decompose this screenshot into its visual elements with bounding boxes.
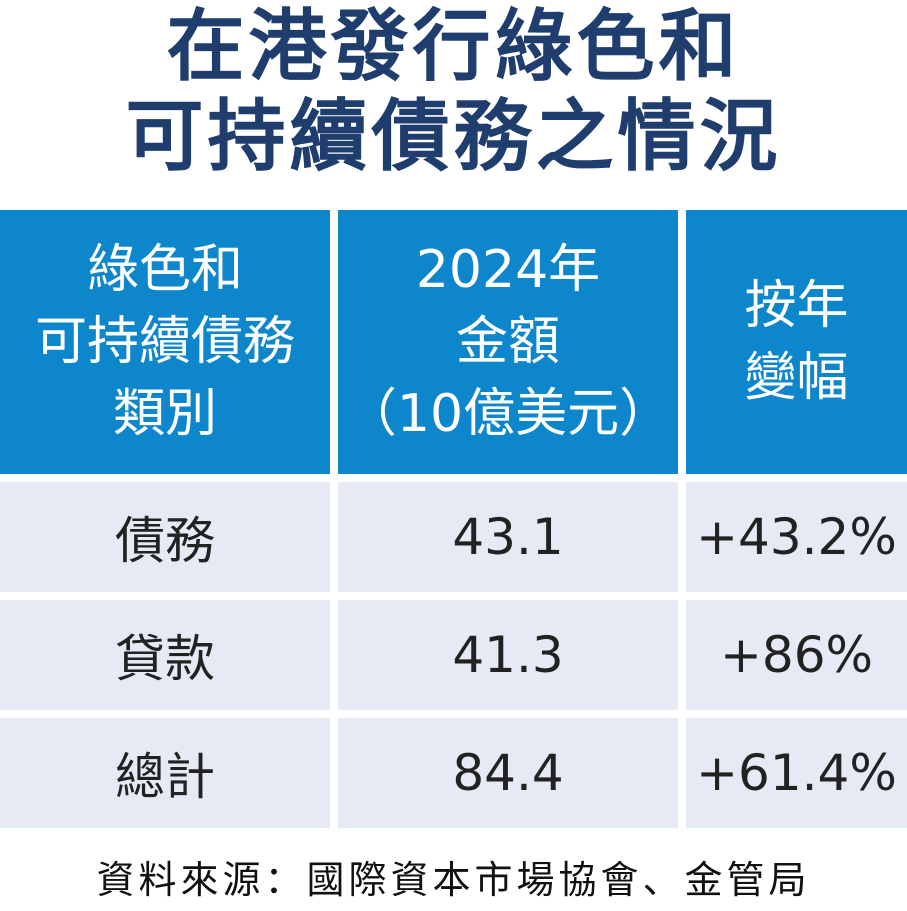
row-2-amount: 41.3: [338, 600, 678, 710]
row-3-category: 總計: [0, 718, 330, 828]
header-category-line-3: 類別: [112, 384, 217, 444]
header-amount-line-3: （10億美元）: [344, 384, 672, 444]
row-3-amount: 84.4: [338, 718, 678, 828]
page-title-line-1: 在港發行綠色和: [166, 2, 741, 92]
row-2-change: +86%: [686, 600, 907, 710]
header-change-line-1: 按年: [744, 276, 849, 336]
header-change: 按年 變幅: [686, 210, 907, 474]
header-category: 綠色和 可持續債務 類別: [0, 210, 330, 474]
row-2-category: 貸款: [0, 600, 330, 710]
header-amount-line-2: 金額: [455, 312, 560, 372]
header-change-line-2: 變幅: [744, 348, 849, 408]
page-title-line-2: 可持續債務之情況: [125, 92, 782, 182]
header-amount: 2024年 金額 （10億美元）: [338, 210, 678, 474]
row-1-amount: 43.1: [338, 482, 678, 592]
header-category-line-1: 綠色和: [86, 240, 243, 300]
source-note: 資料來源：國際資本市場協會、金管局: [96, 858, 811, 902]
header-amount-line-1: 2024年: [415, 240, 601, 300]
row-3-change: +61.4%: [686, 718, 907, 828]
row-1-change: +43.2%: [686, 482, 907, 592]
row-1-category: 債務: [0, 482, 330, 592]
header-category-line-2: 可持續債務: [34, 312, 295, 372]
